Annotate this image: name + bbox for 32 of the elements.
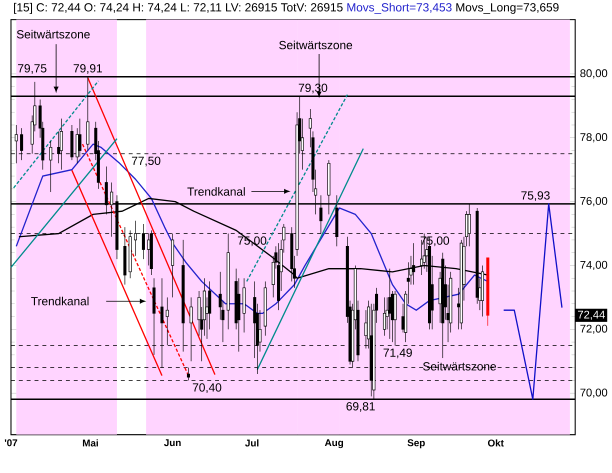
text: Movs_Long=73,659: [456, 3, 559, 14]
x-tick-label: Mai: [82, 439, 98, 447]
annotation: Seitwärtszone: [279, 40, 352, 50]
line-series: [503, 203, 563, 400]
y-tick-label: 80,00: [580, 69, 608, 78]
x-tick-label: Jun: [164, 439, 181, 446]
x-tick-label: Okt: [488, 439, 504, 447]
annotation: Seitwärtszone: [423, 362, 496, 371]
x-tick-label: Sep: [408, 439, 425, 448]
annotation: 79,91: [74, 64, 102, 74]
chart-title: [15] C: 72,44 O: 74,24 H: 74,24 L: 72,11 LV: 26915 TotV: 26915: [14, 2, 343, 14]
y-tick-label: 74,00: [580, 260, 608, 270]
x-tick-label: Aug: [324, 439, 344, 448]
annotation: 69,81: [346, 402, 375, 412]
annotation: 71,49: [384, 348, 412, 358]
y-tick-label: 78,00: [580, 133, 608, 142]
y-tick-label: 72,00: [580, 324, 608, 334]
annotation: 79,75: [18, 64, 46, 74]
text: Movs_Short=73,453: [347, 2, 452, 14]
annotation: Seitwärtszone: [16, 30, 90, 38]
annotation: 77,50: [132, 156, 160, 166]
line-series: [16, 144, 488, 314]
y-tick-label: 76,00: [580, 197, 608, 206]
annotation: Trendkanal: [31, 296, 89, 306]
annotation: 75,93: [521, 191, 550, 201]
annotation: 70,40: [192, 383, 222, 394]
annotation: Trendkanal: [187, 187, 245, 196]
candlestick: [382, 297, 386, 336]
x-tick-label: '07: [4, 439, 18, 446]
annotation: 72,44: [578, 310, 605, 320]
y-tick-label: 70,00: [580, 388, 608, 398]
x-tick-label: Jul: [245, 439, 258, 447]
